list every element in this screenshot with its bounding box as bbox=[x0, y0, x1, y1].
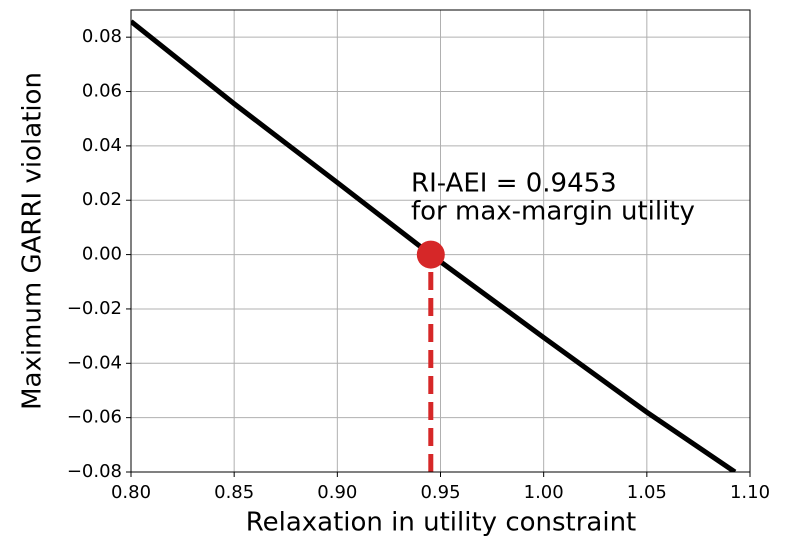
plot-frame bbox=[130, 9, 751, 473]
marker bbox=[416, 240, 445, 269]
annotation: for max-margin utility bbox=[411, 197, 695, 227]
y-tick-label: 0.04 bbox=[82, 135, 122, 156]
y-tick-label: 0.08 bbox=[82, 26, 122, 47]
y-tick-label: −0.06 bbox=[67, 407, 122, 428]
x-tick-label: 1.05 bbox=[627, 482, 667, 503]
x-tick-label: 1.00 bbox=[524, 482, 564, 503]
y-tick-label: 0.00 bbox=[82, 244, 122, 265]
x-tick-label: 0.90 bbox=[317, 482, 357, 503]
y-axis-label: Maximum GARRI violation bbox=[18, 72, 48, 410]
x-tick-label: 1.10 bbox=[730, 482, 770, 503]
x-tick-label: 0.95 bbox=[420, 482, 460, 503]
y-tick-label: −0.04 bbox=[67, 352, 122, 373]
y-tick-label: 0.02 bbox=[82, 189, 122, 210]
y-tick-label: −0.08 bbox=[67, 461, 122, 482]
x-tick-label: 0.80 bbox=[111, 482, 151, 503]
y-tick-label: −0.02 bbox=[67, 298, 122, 319]
annotation: RI-AEI = 0.9453 bbox=[411, 169, 617, 199]
x-tick-label: 0.85 bbox=[214, 482, 254, 503]
y-tick-label: 0.06 bbox=[82, 81, 122, 102]
x-axis-label: Relaxation in utility constraint bbox=[246, 508, 637, 538]
